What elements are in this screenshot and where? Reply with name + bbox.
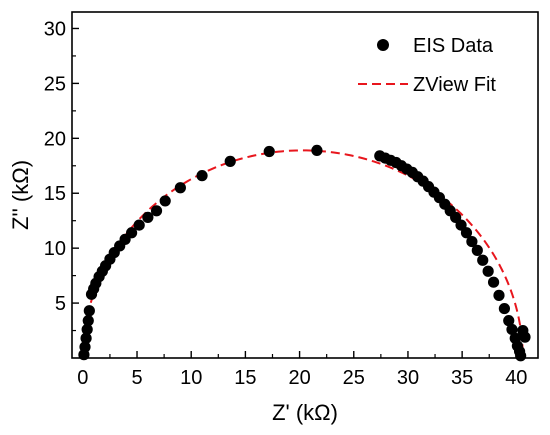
data-point [80,332,92,344]
y-tick-label: 30 [44,18,66,40]
data-point [498,302,510,315]
data-point [460,227,473,239]
data-point [506,323,518,336]
x-tick-label: 25 [343,367,365,389]
y-tick-label: 10 [44,238,66,260]
x-tick-label: 35 [451,367,473,389]
x-tick-label: 5 [131,367,142,389]
plot-frame [71,11,539,359]
tick-layer: 0 5 10 15 20 25 30 35 40 5 10 15 20 25 30 [44,18,528,389]
data-point [311,144,323,156]
data-point [196,170,208,182]
data-point [133,219,145,231]
x-tick-label: 15 [234,367,256,389]
legend-label-eis-data: EIS Data [413,35,494,57]
x-tick-label: 40 [505,367,527,389]
data-point [487,276,500,288]
x-tick-label: 0 [77,367,88,389]
data-point [126,227,138,239]
data-point [159,195,171,207]
y-tick-label: 25 [44,73,66,95]
x-axis-label: Z' (kΩ) [272,400,338,425]
y-tick-label: 15 [44,183,66,205]
data-point [81,323,93,336]
fit-curve-layer [81,149,524,359]
data-point [82,315,94,327]
fit-curve [81,149,524,359]
data-point [174,182,186,194]
data-point [466,235,478,248]
legend-label-zview-fit: ZView Fit [413,74,496,96]
x-tick-label: 20 [288,367,310,389]
y-tick-label: 5 [55,293,66,315]
data-point [471,244,483,256]
x-tick-label: 10 [180,367,202,389]
data-point [150,205,163,217]
legend-marker-eis-data [377,39,389,51]
y-axis-label: Z'' (kΩ) [8,160,33,230]
data-point [519,331,531,343]
data-points-layer [78,144,531,362]
data-point [493,289,505,301]
data-point [83,305,95,317]
data-point [263,145,275,158]
data-point [503,315,515,327]
x-tick-label: 30 [397,367,419,389]
data-point [482,265,494,277]
y-tick-label: 20 [44,128,66,150]
data-point [142,211,154,223]
data-point [79,341,91,353]
legend: EIS Data ZView Fit [358,35,496,96]
data-point [224,155,236,167]
data-point [477,254,489,266]
